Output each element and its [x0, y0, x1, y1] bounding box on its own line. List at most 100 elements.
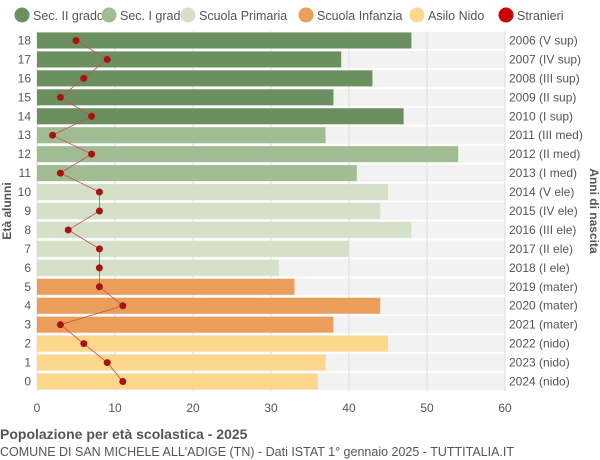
stranieri-point: [103, 359, 111, 367]
bar: [37, 221, 412, 238]
bar: [37, 89, 334, 106]
age-label: 17: [18, 52, 32, 66]
birth-year-label: 2006 (V sup): [509, 33, 578, 47]
x-tick-label: 60: [498, 401, 512, 415]
age-label: 0: [24, 375, 31, 389]
bar: [37, 165, 357, 182]
bar: [37, 335, 388, 352]
x-tick-label: 30: [264, 401, 278, 415]
age-label: 4: [24, 299, 31, 313]
age-label: 2: [24, 337, 31, 351]
bar: [37, 240, 349, 257]
birth-year-label: 2008 (III sup): [509, 71, 580, 85]
age-label: 12: [18, 147, 32, 161]
stranieri-point: [95, 188, 103, 196]
x-tick-label: 20: [186, 401, 200, 415]
birth-year-label: 2019 (mater): [509, 280, 578, 294]
age-label: 8: [24, 223, 31, 237]
bar: [37, 373, 318, 390]
birth-year-label: 2023 (nido): [509, 356, 570, 370]
stranieri-point: [95, 283, 103, 291]
birth-year-label: 2015 (IV ele): [509, 204, 578, 218]
stranieri-point: [95, 264, 103, 272]
birth-year-label: 2021 (mater): [509, 318, 578, 332]
birth-year-label: 2011 (III med): [509, 128, 583, 142]
x-tick-label: 10: [108, 401, 122, 415]
birth-year-label: 2017 (II ele): [509, 242, 573, 256]
legend-label: Sec. I grado: [120, 9, 187, 23]
bar: [37, 127, 326, 144]
bar: [37, 32, 412, 49]
legend-label: Scuola Infanzia: [317, 9, 403, 23]
x-tick-label: 0: [34, 401, 41, 415]
y-axis-title-right: Anni di nascita: [587, 168, 600, 254]
legend-label: Asilo Nido: [428, 9, 484, 23]
birth-year-label: 2013 (I med): [509, 166, 577, 180]
birth-year-label: 2010 (I sup): [509, 109, 573, 123]
birth-year-label: 2018 (I ele): [509, 261, 570, 275]
stranieri-point: [64, 226, 72, 234]
stranieri-point: [56, 93, 64, 101]
age-label: 18: [18, 33, 32, 47]
stranieri-point: [88, 150, 96, 158]
stranieri-point: [95, 245, 103, 253]
bar: [37, 297, 381, 314]
stranieri-point: [56, 169, 64, 177]
x-tick-label: 40: [342, 401, 356, 415]
stranieri-point: [80, 340, 88, 348]
stranieri-point: [49, 131, 57, 139]
stranieri-point: [119, 378, 127, 386]
bar: [37, 354, 326, 371]
y-axis-title-left: Età alunni: [0, 182, 14, 239]
age-label: 10: [18, 185, 32, 199]
birth-year-label: 2022 (nido): [509, 337, 570, 351]
birth-year-label: 2024 (nido): [509, 375, 570, 389]
bar: [37, 146, 459, 163]
legend-marker: [14, 7, 30, 23]
legend-marker: [298, 7, 314, 23]
birth-year-label: 2014 (V ele): [509, 185, 574, 199]
birth-year-label: 2007 (IV sup): [509, 52, 581, 66]
legend-marker: [498, 7, 514, 23]
birth-year-label: 2012 (II med): [509, 147, 580, 161]
bar: [37, 278, 295, 295]
age-label: 15: [18, 90, 32, 104]
age-label: 6: [24, 261, 31, 275]
age-label: 5: [24, 280, 31, 294]
bar: [37, 70, 373, 87]
birth-year-label: 2016 (III ele): [509, 223, 576, 237]
bar: [37, 203, 381, 219]
legend-marker: [101, 7, 117, 23]
age-label: 13: [18, 128, 32, 142]
stranieri-point: [103, 55, 111, 63]
bar: [37, 51, 342, 68]
legend-marker: [180, 7, 196, 23]
legend-label: Scuola Primaria: [199, 9, 287, 23]
stranieri-point: [88, 112, 96, 120]
age-label: 11: [19, 166, 32, 180]
birth-year-label: 2009 (II sup): [509, 90, 576, 104]
bar: [37, 259, 279, 276]
legend-label: Stranieri: [517, 9, 564, 23]
legend-marker: [409, 7, 425, 23]
age-label: 7: [24, 242, 31, 256]
bar: [37, 108, 404, 125]
birth-year-label: 2020 (mater): [509, 299, 578, 313]
age-label: 3: [24, 318, 31, 332]
stranieri-point: [72, 36, 80, 44]
age-label: 1: [24, 356, 31, 370]
stranieri-point: [56, 321, 64, 329]
bar: [37, 316, 334, 333]
age-label: 16: [18, 71, 32, 85]
stranieri-point: [95, 207, 103, 215]
stranieri-point: [80, 74, 88, 82]
stranieri-point: [119, 302, 127, 310]
legend-label: Sec. II grado: [33, 9, 104, 23]
chart-title: Popolazione per età scolastica - 2025: [0, 426, 248, 442]
x-tick-label: 50: [420, 401, 434, 415]
bar: [37, 184, 388, 201]
chart-source: COMUNE DI SAN MICHELE ALL'ADIGE (TN) - D…: [0, 445, 515, 459]
age-label: 9: [24, 204, 31, 218]
population-chart: Sec. II grado Sec. I grado Scuola Primaria…: [0, 7, 600, 415]
